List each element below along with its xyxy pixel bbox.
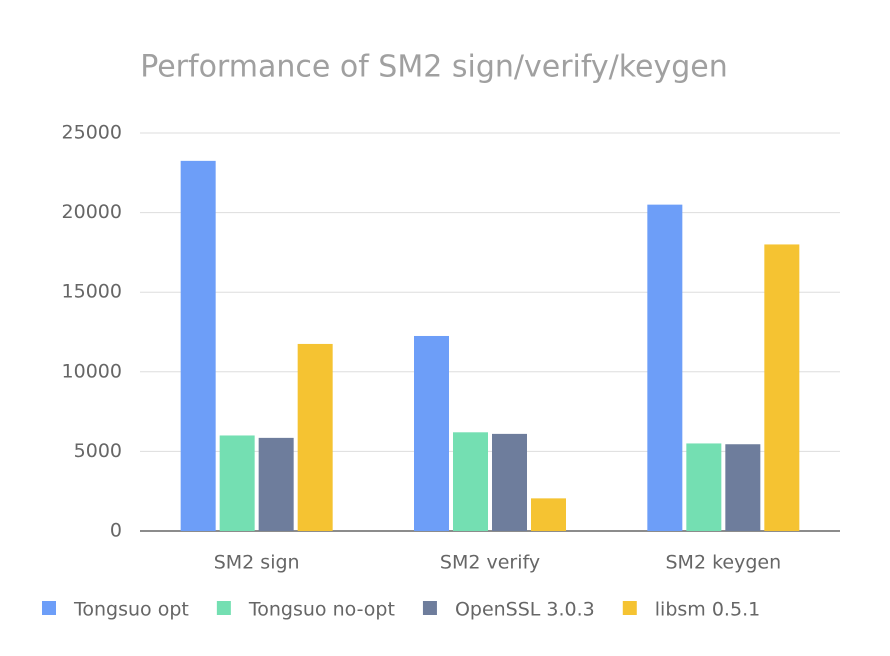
bar: [297, 343, 333, 531]
legend-label: Tongsuo no-opt: [248, 599, 395, 621]
y-tick-label: 10000: [62, 360, 122, 382]
bar: [686, 443, 722, 531]
bar: [764, 244, 800, 531]
legend-swatch: [42, 601, 56, 615]
bar: [180, 160, 216, 532]
y-tick-label: 25000: [62, 122, 122, 144]
y-tick-label: 15000: [62, 281, 122, 303]
legend-swatch: [422, 601, 437, 615]
bar: [492, 433, 527, 531]
y-tick-label: 20000: [62, 201, 122, 223]
bar: [453, 432, 488, 531]
chart-title: Performance of SM2 sign/verify/keygen: [140, 50, 728, 85]
y-tick-label: 5000: [74, 440, 122, 462]
x-tick-label: SM2 keygen: [666, 552, 782, 574]
bar: [219, 435, 255, 531]
y-tick-label: 0: [110, 520, 122, 542]
bar: [725, 444, 761, 531]
bar: [531, 498, 566, 531]
legend-label: OpenSSL 3.0.3: [455, 599, 595, 621]
bar: [414, 335, 449, 531]
legend-label: libsm 0.5.1: [655, 599, 760, 621]
x-tick-label: SM2 verify: [440, 552, 540, 574]
bar: [647, 204, 683, 531]
bar: [258, 437, 294, 531]
legend-swatch: [216, 601, 231, 615]
x-tick-label: SM2 sign: [214, 552, 300, 574]
legend-label: Tongsuo opt: [73, 599, 189, 621]
legend-swatch: [622, 601, 637, 615]
